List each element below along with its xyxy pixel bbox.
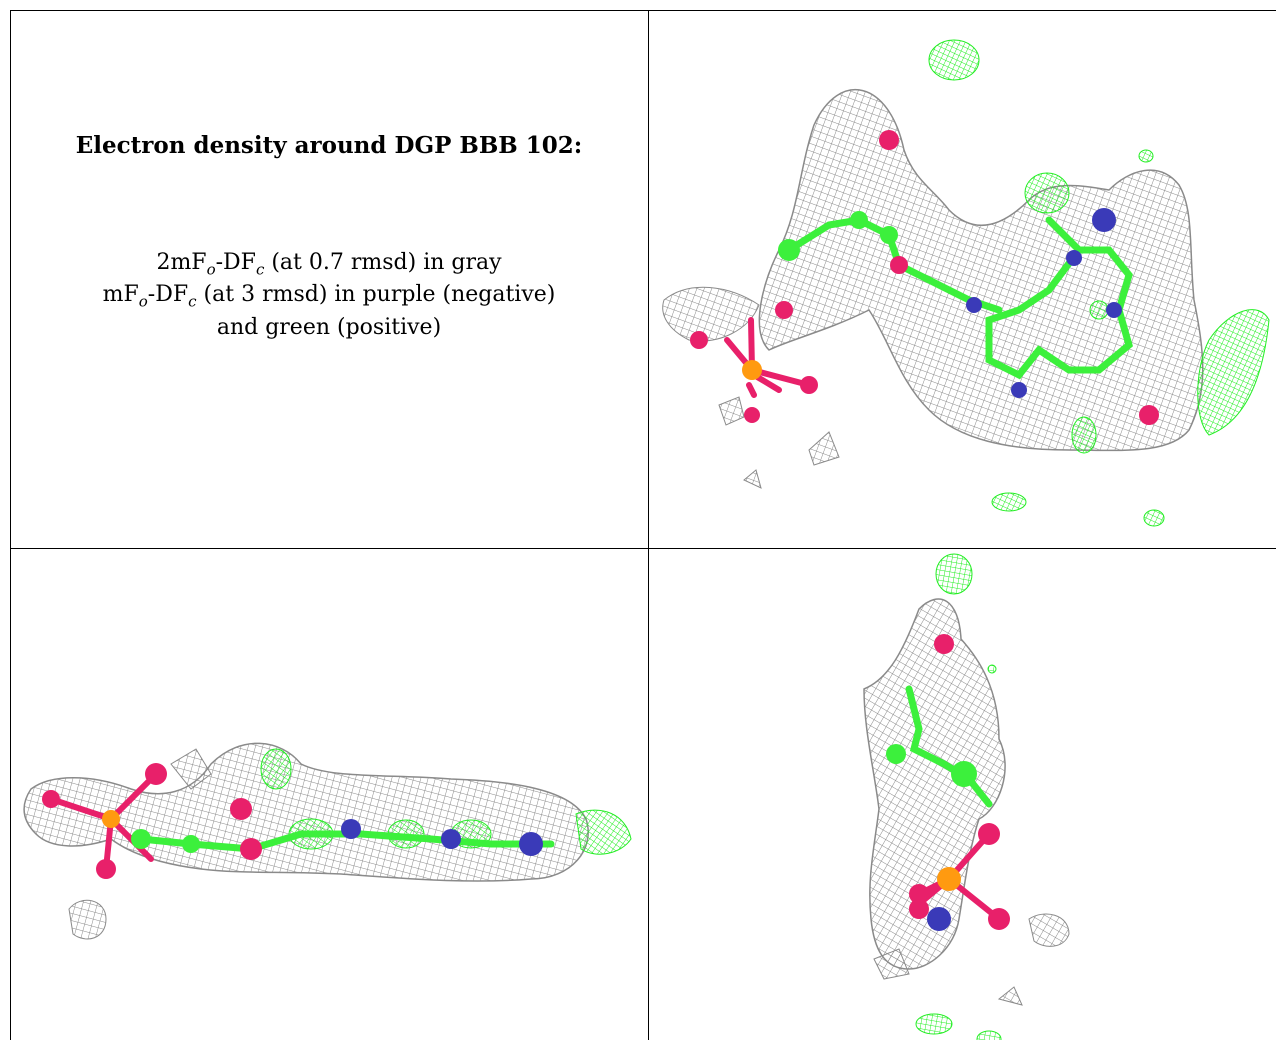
table-border-top xyxy=(10,10,1276,11)
molecule-stick-model xyxy=(690,130,1159,425)
mesh-positive-green xyxy=(915,553,1002,1040)
table-border-left xyxy=(10,10,11,1040)
mesh-positive-green xyxy=(928,39,1270,527)
molecule-stick-model xyxy=(886,634,1010,931)
density-panel-front xyxy=(649,10,1276,548)
table-border-middle-horizontal xyxy=(10,548,1276,549)
caption-cell: Electron density around DGP BBB 102: 2mF… xyxy=(10,10,648,548)
density-panel-top xyxy=(649,549,1276,1040)
atoms xyxy=(886,634,1010,931)
caption-line-2fofc: 2mFo-DFc (at 0.7 rmsd) in gray xyxy=(156,250,502,279)
mesh-2fofc-gray xyxy=(863,598,1070,1006)
caption-title: Electron density around DGP BBB 102: xyxy=(75,132,583,159)
table-border-middle-vertical xyxy=(648,10,649,1040)
caption-description: 2mFo-DFc (at 0.7 rmsd) in gray mFo-DFc (… xyxy=(10,248,648,344)
mesh-2fofc-gray xyxy=(662,88,1204,489)
molecule-stick-model xyxy=(42,763,555,879)
density-panel-side xyxy=(11,549,648,1040)
caption-line-fofc: mFo-DFc (at 3 rmsd) in purple (negative) xyxy=(102,282,556,311)
atoms xyxy=(42,763,543,879)
atoms xyxy=(690,130,1159,425)
figure-table: Electron density around DGP BBB 102: 2mF… xyxy=(10,10,1276,1040)
caption-line-colors: and green (positive) xyxy=(216,314,442,340)
